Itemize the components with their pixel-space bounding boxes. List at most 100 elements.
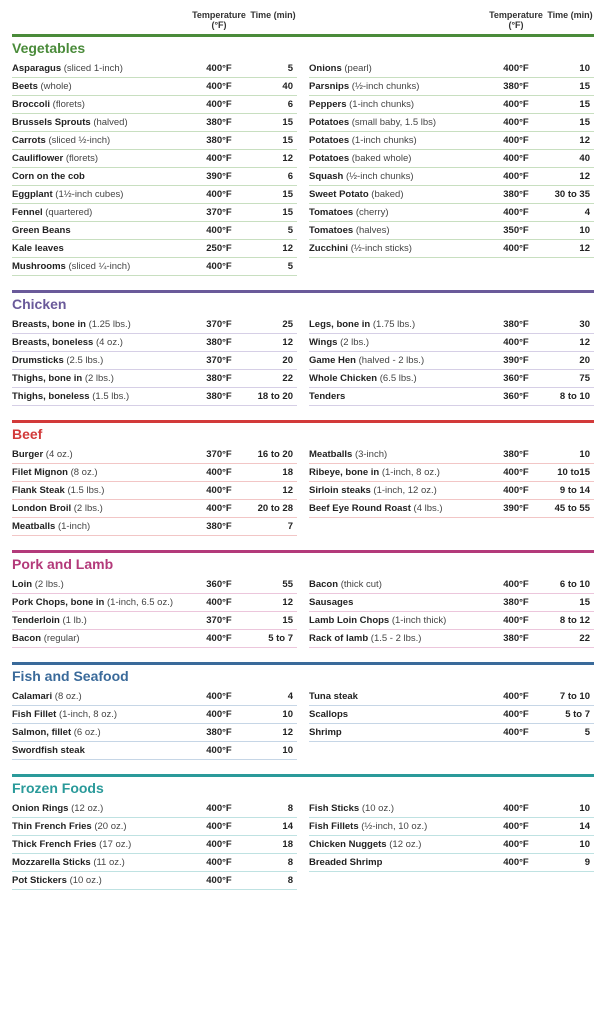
food-note: (1-inch, 8 oz.) [59, 709, 117, 720]
temperature-value: 400°F [486, 839, 546, 850]
temperature-value: 390°F [189, 171, 249, 182]
food-name: Brussels Sprouts (halved) [12, 117, 189, 128]
temperature-value: 250°F [189, 243, 249, 254]
temperature-value: 400°F [486, 857, 546, 868]
time-value: 10 [249, 709, 297, 720]
time-value: 15 [546, 117, 594, 128]
food-name: Meatballs (1-inch) [12, 521, 189, 532]
food-note: (½-inch chunks) [352, 81, 420, 92]
data-column: Meatballs (3-inch)380°F10Ribeye, bone in… [309, 446, 594, 536]
food-name: Game Hen (halved - 2 lbs.) [309, 355, 486, 366]
food-name: Parsnips (½-inch chunks) [309, 81, 486, 92]
temperature-value: 400°F [189, 875, 249, 886]
food-note: (1.75 lbs.) [373, 319, 415, 330]
food-name: Tenders [309, 391, 486, 402]
time-value: 55 [249, 579, 297, 590]
time-value: 40 [249, 81, 297, 92]
section-title: Frozen Foods [12, 774, 594, 798]
food-name: Squash (½-inch chunks) [309, 171, 486, 182]
food-name: Potatoes (small baby, 1.5 lbs) [309, 117, 486, 128]
food-name: Thighs, boneless (1.5 lbs.) [12, 391, 189, 402]
time-value: 30 [546, 319, 594, 330]
food-note: (2 lbs.) [74, 503, 103, 514]
time-value: 6 to 10 [546, 579, 594, 590]
food-note: (baked whole) [352, 153, 412, 164]
temperature-value: 380°F [189, 117, 249, 128]
food-name: Legs, bone in (1.75 lbs.) [309, 319, 486, 330]
temperature-value: 400°F [189, 633, 249, 644]
data-column: Asparagus (sliced 1-inch)400°F5Beets (wh… [12, 60, 297, 276]
food-name: Scallops [309, 709, 486, 720]
table-row: Green Beans 400°F5 [12, 222, 297, 240]
time-value: 10 [546, 449, 594, 460]
table-row: London Broil (2 lbs.)400°F20 to 28 [12, 500, 297, 518]
food-name: Asparagus (sliced 1-inch) [12, 63, 189, 74]
food-name: Thin French Fries (20 oz.) [12, 821, 189, 832]
food-note: (whole) [41, 81, 72, 92]
table-row: Cauliflower (florets)400°F12 [12, 150, 297, 168]
food-name: Onions (pearl) [309, 63, 486, 74]
food-note: (1-inch) [58, 521, 90, 532]
food-note: (10 oz.) [362, 803, 394, 814]
time-value: 8 [249, 875, 297, 886]
table-row: Mozzarella Sticks (11 oz.)400°F8 [12, 854, 297, 872]
food-name: Breaded Shrimp [309, 857, 486, 868]
food-note: (1.5 lbs.) [92, 391, 129, 402]
time-value: 10 to15 [546, 467, 594, 478]
food-note: (1½-inch cubes) [55, 189, 123, 200]
time-value: 6 [249, 99, 297, 110]
time-value: 12 [249, 337, 297, 348]
food-name: Tuna steak [309, 691, 486, 702]
food-note: (8 oz.) [71, 467, 98, 478]
food-note: (regular) [44, 633, 80, 644]
food-name: Fish Fillets (½-inch, 10 oz.) [309, 821, 486, 832]
time-value: 8 to 10 [546, 391, 594, 402]
temperature-value: 400°F [189, 803, 249, 814]
time-value: 8 to 12 [546, 615, 594, 626]
food-name: Chicken Nuggets (12 oz.) [309, 839, 486, 850]
food-name: Tenderloin (1 lb.) [12, 615, 189, 626]
temperature-value: 380°F [189, 727, 249, 738]
table-row: Kale leaves 250°F12 [12, 240, 297, 258]
temperature-value: 380°F [486, 597, 546, 608]
food-note: (baked) [371, 189, 403, 200]
table-row: Thighs, boneless (1.5 lbs.)380°F18 to 20 [12, 388, 297, 406]
food-name: Potatoes (baked whole) [309, 153, 486, 164]
data-column: Calamari (8 oz.)400°F4Fish Fillet (1-inc… [12, 688, 297, 760]
table-row: Game Hen (halved - 2 lbs.)390°F20 [309, 352, 594, 370]
table-row: Ribeye, bone in (1-inch, 8 oz.)400°F10 t… [309, 464, 594, 482]
table-row: Sweet Potato (baked)380°F30 to 35 [309, 186, 594, 204]
food-name: Swordfish steak [12, 745, 189, 756]
temperature-value: 400°F [189, 81, 249, 92]
food-name: Meatballs (3-inch) [309, 449, 486, 460]
temperature-value: 400°F [189, 189, 249, 200]
table-row: Potatoes (1-inch chunks)400°F12 [309, 132, 594, 150]
table-row: Meatballs (1-inch)380°F7 [12, 518, 297, 536]
temperature-value: 360°F [486, 373, 546, 384]
table-row: Calamari (8 oz.)400°F4 [12, 688, 297, 706]
food-note: (11 oz.) [93, 857, 125, 868]
table-row: Whole Chicken (6.5 lbs.)360°F75 [309, 370, 594, 388]
data-column: Tuna steak 400°F7 to 10Scallops 400°F5 t… [309, 688, 594, 760]
food-name: Sausages [309, 597, 486, 608]
temperature-value: 380°F [486, 319, 546, 330]
food-name: Calamari (8 oz.) [12, 691, 189, 702]
section-title: Chicken [12, 290, 594, 314]
time-value: 6 [249, 171, 297, 182]
table-row: Pork Chops, bone in (1-inch, 6.5 oz.)400… [12, 594, 297, 612]
food-note: (small baby, 1.5 lbs) [352, 117, 436, 128]
time-value: 18 [249, 467, 297, 478]
temperature-value: 400°F [486, 171, 546, 182]
temperature-value: 400°F [189, 153, 249, 164]
time-value: 12 [546, 243, 594, 254]
temperature-value: 400°F [189, 99, 249, 110]
food-note: (pearl) [344, 63, 371, 74]
temperature-value: 400°F [486, 207, 546, 218]
time-value: 20 [249, 355, 297, 366]
time-value: 25 [249, 319, 297, 330]
section: VegetablesAsparagus (sliced 1-inch)400°F… [12, 34, 594, 276]
table-row: Rack of lamb (1.5 - 2 lbs.)380°F22 [309, 630, 594, 648]
table-row: Scallops 400°F5 to 7 [309, 706, 594, 724]
temperature-value: 360°F [486, 391, 546, 402]
time-value: 10 [546, 225, 594, 236]
